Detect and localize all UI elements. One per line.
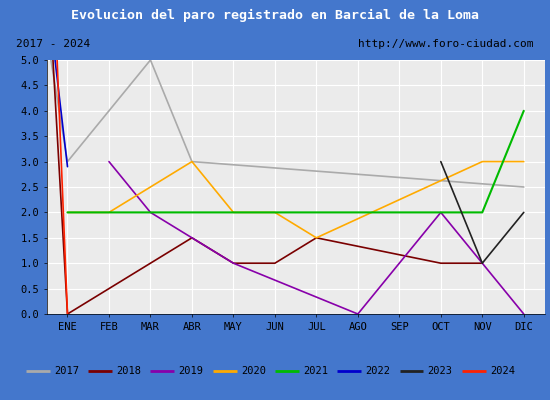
Text: 2018: 2018 bbox=[116, 366, 141, 376]
Text: Evolucion del paro registrado en Barcial de la Loma: Evolucion del paro registrado en Barcial… bbox=[71, 8, 479, 22]
Text: http://www.foro-ciudad.com: http://www.foro-ciudad.com bbox=[358, 39, 534, 49]
Text: 2017 - 2024: 2017 - 2024 bbox=[16, 39, 91, 49]
Text: 2024: 2024 bbox=[490, 366, 515, 376]
Text: 2021: 2021 bbox=[303, 366, 328, 376]
Text: 2023: 2023 bbox=[428, 366, 453, 376]
Text: 2017: 2017 bbox=[54, 366, 79, 376]
Text: 2022: 2022 bbox=[365, 366, 390, 376]
Text: 2020: 2020 bbox=[241, 366, 266, 376]
Text: 2019: 2019 bbox=[179, 366, 204, 376]
